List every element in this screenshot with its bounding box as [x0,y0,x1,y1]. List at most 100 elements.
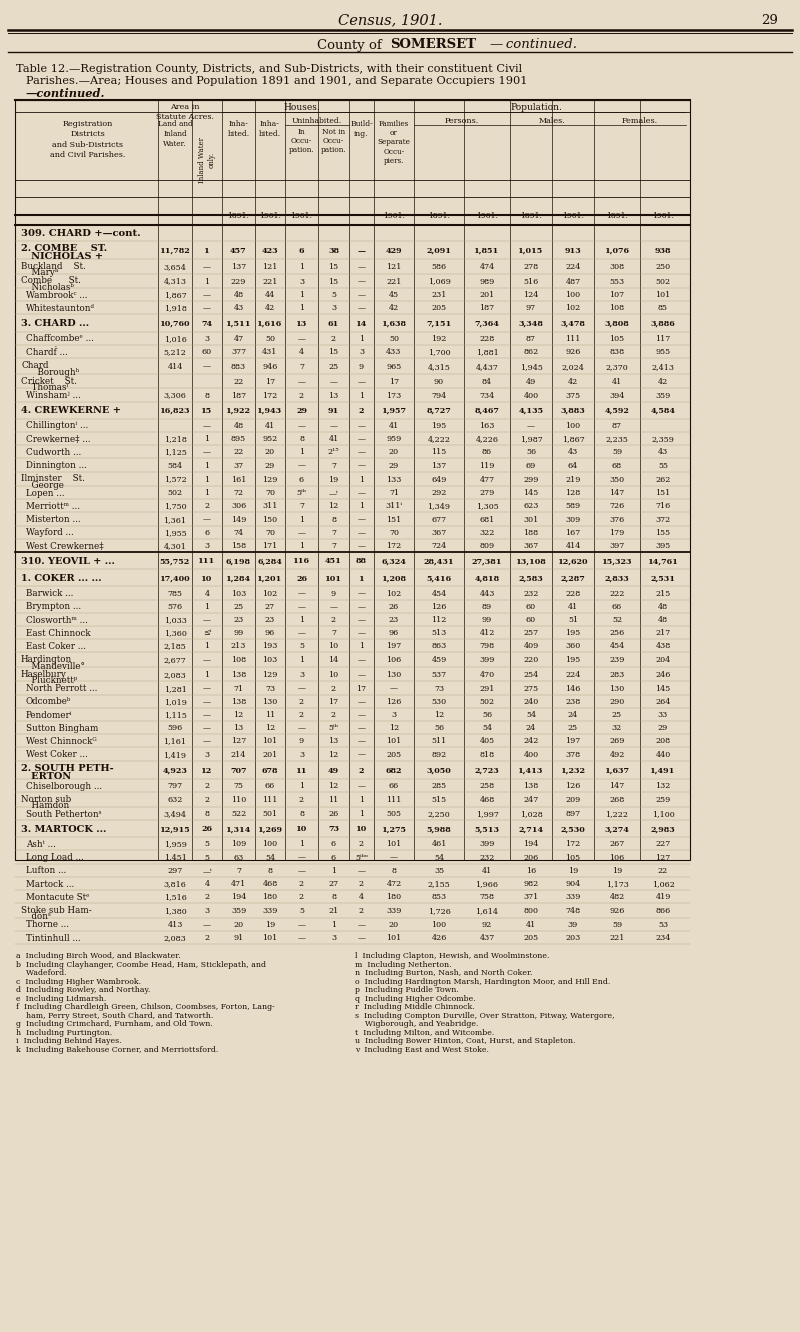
Text: 1,161: 1,161 [163,738,186,746]
Text: 1: 1 [299,657,304,665]
Text: 4: 4 [359,894,364,902]
Text: Martock ...: Martock ... [26,879,74,888]
Text: 748: 748 [566,907,581,915]
Text: 193: 193 [262,642,278,650]
Text: 952: 952 [262,436,278,444]
Text: 1,987: 1,987 [520,436,542,444]
Text: 3: 3 [299,751,304,759]
Text: 785: 785 [167,590,182,598]
Text: Maryᵃ: Maryᵃ [26,268,58,277]
Text: 1,016: 1,016 [163,334,186,342]
Text: 195: 195 [566,657,581,665]
Text: 414: 414 [566,542,581,550]
Text: 2: 2 [205,502,210,510]
Text: 173: 173 [386,392,402,400]
Text: 1: 1 [299,292,304,300]
Text: 15: 15 [329,262,338,270]
Text: 2: 2 [299,797,304,805]
Text: 254: 254 [523,671,538,679]
Text: 87: 87 [612,422,622,430]
Text: 89: 89 [482,603,492,611]
Text: 2: 2 [359,840,364,848]
Text: 1,380: 1,380 [164,907,186,915]
Text: 12: 12 [234,711,244,719]
Text: 219: 219 [566,476,581,484]
Text: 137: 137 [231,262,246,270]
Text: 116: 116 [293,558,310,566]
Text: 75: 75 [234,782,243,790]
Text: 372: 372 [655,515,670,523]
Text: Hamdon: Hamdon [26,802,70,810]
Text: 26: 26 [296,574,307,582]
Text: 259: 259 [655,797,670,805]
Text: 1,451: 1,451 [163,854,186,862]
Text: 4: 4 [205,590,210,598]
Text: 73: 73 [328,826,339,834]
Text: 71: 71 [389,489,399,497]
Text: —: — [358,449,366,457]
Text: —: — [203,738,211,746]
Text: 180: 180 [386,894,402,902]
Text: —: — [358,590,366,598]
Text: 101: 101 [386,738,402,746]
Text: 48: 48 [658,603,668,611]
Text: 126: 126 [386,698,402,706]
Text: 111: 111 [566,334,581,342]
Text: 1: 1 [299,542,304,550]
Text: 130: 130 [262,698,278,706]
Text: 7: 7 [331,529,336,537]
Text: 234: 234 [655,934,670,942]
Text: 8: 8 [331,515,336,523]
Text: 53: 53 [658,920,668,928]
Text: 1,222: 1,222 [606,810,629,818]
Text: 797: 797 [167,782,182,790]
Text: 1,284: 1,284 [226,574,251,582]
Text: 8: 8 [205,392,210,400]
Text: 12: 12 [328,502,338,510]
Text: 4,226: 4,226 [475,436,498,444]
Text: 3,816: 3,816 [163,880,186,888]
Text: 68: 68 [612,462,622,470]
Text: 1,015: 1,015 [518,246,544,254]
Text: Brympton ...: Brympton ... [26,602,81,611]
Text: 4. CREWKERNE +: 4. CREWKERNE + [21,406,121,416]
Text: 3,654: 3,654 [163,262,186,270]
Text: 228: 228 [479,334,494,342]
Text: 2. COMBE    ST.: 2. COMBE ST. [21,244,107,253]
Text: 623: 623 [523,502,538,510]
Text: Inland Water
only.: Inland Water only. [198,137,216,182]
Text: 1901.: 1901. [476,212,498,220]
Text: 59: 59 [612,449,622,457]
Text: 2,677: 2,677 [164,657,186,665]
Text: 49: 49 [526,378,536,386]
Text: 214: 214 [231,751,246,759]
Text: 74: 74 [202,320,213,328]
Text: q  Including Higher Odcombe.: q Including Higher Odcombe. [355,995,476,1003]
Text: Cricket    St.: Cricket St. [21,377,77,386]
Text: 12: 12 [328,782,338,790]
Text: 474: 474 [479,262,494,270]
Text: 187: 187 [479,305,494,313]
Text: Odcombeᵇ: Odcombeᵇ [26,698,71,706]
Text: 350: 350 [610,476,625,484]
Text: 2: 2 [331,615,336,623]
Text: 10: 10 [329,671,338,679]
Text: 1,957: 1,957 [382,408,406,416]
Text: 39: 39 [568,920,578,928]
Text: 4,592: 4,592 [605,408,630,416]
Text: 42: 42 [265,305,275,313]
Text: 262: 262 [655,476,670,484]
Text: 14: 14 [328,657,338,665]
Text: —: — [358,542,366,550]
Text: —: — [298,867,306,875]
Text: 100: 100 [566,292,581,300]
Text: 724: 724 [431,542,446,550]
Text: 516: 516 [523,277,538,285]
Text: 132: 132 [655,782,670,790]
Text: 926: 926 [610,907,625,915]
Text: 221: 221 [262,277,278,285]
Text: 1891.: 1891. [606,212,628,220]
Text: 1891.: 1891. [520,212,542,220]
Text: 54: 54 [526,711,536,719]
Text: 1: 1 [299,515,304,523]
